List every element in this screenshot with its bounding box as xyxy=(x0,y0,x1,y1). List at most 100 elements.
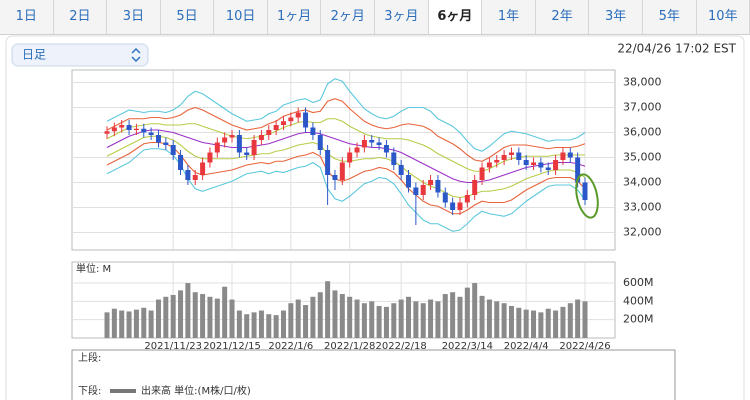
range-tab[interactable]: 10日 xyxy=(214,0,268,34)
volume-bar xyxy=(266,314,272,338)
range-tab[interactable]: 5日 xyxy=(161,0,215,34)
volume-bar xyxy=(406,296,412,338)
candle-body xyxy=(310,127,316,135)
candle-body xyxy=(560,152,566,160)
x-tick-label: 2021/12/15 xyxy=(203,341,261,352)
volume-bar xyxy=(457,296,463,338)
volume-bar xyxy=(207,296,213,338)
volume-bar xyxy=(354,299,360,338)
volume-bar xyxy=(222,286,228,338)
volume-bar xyxy=(545,308,551,338)
candle-body xyxy=(258,135,264,140)
candle-body xyxy=(391,152,397,165)
y-tick-label: 400M xyxy=(623,294,654,307)
volume-bar xyxy=(111,308,117,338)
volume-bar xyxy=(339,294,345,338)
volume-bar xyxy=(104,312,110,338)
volume-bar xyxy=(178,290,184,338)
interval-select[interactable] xyxy=(11,43,149,67)
candle-body xyxy=(523,160,529,165)
range-tab[interactable]: 1ヶ月 xyxy=(268,0,322,34)
candle-body xyxy=(501,155,507,160)
volume-bar xyxy=(303,305,309,338)
candle-body xyxy=(163,142,169,145)
range-tab[interactable]: 2年 xyxy=(536,0,590,34)
candle-body xyxy=(457,202,463,210)
candle-body xyxy=(207,152,213,163)
volume-bar xyxy=(280,310,286,338)
legend-volume-text: 出来高 単位:(M株/口/枚) xyxy=(141,384,251,397)
candle-body xyxy=(339,162,345,180)
volume-bar xyxy=(192,292,198,338)
y-tick-label: 37,000 xyxy=(623,101,662,114)
volume-bar xyxy=(119,310,125,338)
volume-bar xyxy=(523,309,529,338)
candle-body xyxy=(428,180,434,185)
candle-body xyxy=(575,157,581,183)
volume-bar xyxy=(575,299,581,338)
candle-body xyxy=(303,112,309,128)
volume-bar xyxy=(244,314,250,338)
candle-body xyxy=(508,152,514,155)
y-tick-label: 34,000 xyxy=(623,176,662,189)
highlight-ellipse xyxy=(575,173,599,219)
volume-bar xyxy=(200,294,206,338)
candle-body xyxy=(192,175,198,180)
candle-body xyxy=(354,147,360,153)
candle-body xyxy=(244,152,250,155)
volume-bar xyxy=(229,299,235,338)
volume-bar xyxy=(398,299,404,338)
timestamp: 22/04/26 17:02 EST xyxy=(617,42,736,56)
candle-body xyxy=(553,160,559,170)
volume-bar xyxy=(141,307,147,338)
range-tab[interactable]: 2ヶ月 xyxy=(321,0,376,34)
range-tab[interactable]: 2日 xyxy=(54,0,108,34)
candle-body xyxy=(280,121,286,125)
y-tick-label: 38,000 xyxy=(623,76,662,89)
volume-bar xyxy=(494,301,500,338)
volume-bar xyxy=(310,296,316,338)
candle-body xyxy=(567,152,573,158)
interval-select-text[interactable]: 日足 xyxy=(22,48,46,62)
range-tab[interactable]: 5年 xyxy=(643,0,697,34)
candle-body xyxy=(435,180,441,193)
range-tab[interactable]: 1日 xyxy=(0,0,54,34)
x-tick-label: 2022/3/14 xyxy=(442,341,493,352)
band-line xyxy=(106,78,586,152)
candle-body xyxy=(200,162,206,175)
y-tick-label: 36,000 xyxy=(623,126,662,139)
candle-body xyxy=(288,117,294,122)
range-tab[interactable]: 1年 xyxy=(482,0,536,34)
volume-bar xyxy=(258,310,264,338)
candle-body xyxy=(361,140,367,148)
volume-bar xyxy=(391,303,397,338)
candle-body xyxy=(229,135,235,138)
range-tab[interactable]: 6ヶ月 xyxy=(428,0,483,34)
volume-bar xyxy=(325,281,331,338)
y-tick-label: 33,000 xyxy=(623,201,662,214)
volume-bar xyxy=(163,296,169,338)
x-tick-label: 2021/11/23 xyxy=(144,341,202,352)
candle-body xyxy=(398,165,404,175)
range-tab[interactable]: 3年 xyxy=(589,0,643,34)
volume-bar xyxy=(332,290,338,338)
volume-bar xyxy=(148,310,154,338)
candle-body xyxy=(531,162,537,165)
volume-bar xyxy=(295,299,301,338)
candle-body xyxy=(383,145,389,153)
range-tab[interactable]: 3日 xyxy=(107,0,161,34)
band-line xyxy=(106,135,586,199)
volume-bar xyxy=(413,301,419,338)
candle-body xyxy=(126,125,132,130)
range-tab[interactable]: 3ヶ月 xyxy=(375,0,429,34)
candle-body xyxy=(442,192,448,203)
volume-bar xyxy=(442,294,448,338)
volume-bar xyxy=(273,315,279,338)
volume-bar xyxy=(420,303,426,338)
candle-body xyxy=(178,155,184,170)
volume-bar xyxy=(376,305,382,338)
candle-body xyxy=(420,185,426,195)
candle-body xyxy=(148,132,154,135)
candle-body xyxy=(273,125,279,130)
candle-body xyxy=(486,162,492,168)
